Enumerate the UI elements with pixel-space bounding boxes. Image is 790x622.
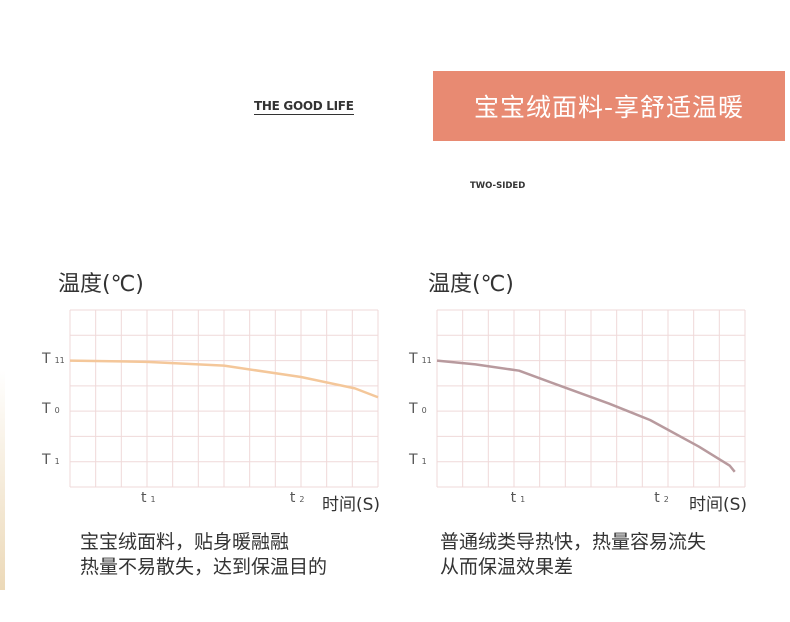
subtitle-label: TWO-SIDED bbox=[470, 181, 526, 191]
y-tick-label: T 11 bbox=[42, 350, 65, 367]
x-axis-title: 时间(S) bbox=[689, 495, 748, 515]
caption-line: 宝宝绒面料，贴身暖融融 bbox=[80, 531, 290, 553]
caption-line: 热量不易散失，达到保温目的 bbox=[80, 556, 328, 578]
y-tick-label: T 11 bbox=[409, 350, 432, 367]
caption-line: 普通绒类导热快，热量容易流失 bbox=[440, 531, 707, 553]
caption-line: 从而保温效果差 bbox=[440, 556, 574, 578]
chart-1 bbox=[69, 309, 379, 488]
brand-label: THE GOOD LIFE bbox=[254, 99, 354, 115]
x-axis-title: 时间(S) bbox=[322, 495, 381, 515]
chart-caption: 宝宝绒面料，贴身暖融融热量不易散失，达到保温目的 bbox=[80, 530, 327, 580]
chart-caption: 普通绒类导热快，热量容易流失 从而保温效果差 bbox=[440, 530, 706, 580]
y-axis-title: 温度(℃) bbox=[428, 272, 514, 297]
chart-2 bbox=[436, 309, 746, 488]
edge-decoration bbox=[0, 370, 5, 590]
title-banner: 宝宝绒面料-享舒适温暖 bbox=[433, 71, 785, 141]
y-axis-title: 温度(℃) bbox=[58, 272, 144, 297]
series-line bbox=[69, 359, 379, 399]
series-line bbox=[436, 359, 736, 473]
